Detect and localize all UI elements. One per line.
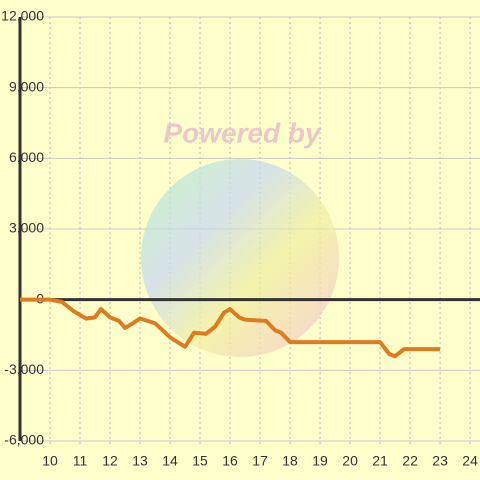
- x-tick-label: 17: [252, 453, 268, 469]
- x-tick-label: 12: [102, 453, 118, 469]
- y-tick-label: -3,000: [4, 361, 44, 377]
- y-tick-label: -6,000: [4, 432, 44, 448]
- watermark-text: Powered by: [163, 117, 322, 148]
- x-tick-label: 16: [222, 453, 238, 469]
- y-tick-label: 9,000: [9, 78, 44, 94]
- x-tick-label: 20: [342, 453, 358, 469]
- x-tick-label: 24: [462, 453, 478, 469]
- x-tick-label: 11: [73, 453, 88, 469]
- x-tick-label: 23: [432, 453, 448, 469]
- y-tick-label: 12,000: [1, 8, 44, 24]
- data-line: [20, 297, 441, 359]
- x-tick-label: 22: [402, 453, 418, 469]
- x-tick-label: 10: [42, 453, 58, 469]
- x-tick-label: 13: [132, 453, 148, 469]
- x-tick-label: 14: [162, 453, 178, 469]
- y-tick-label: 6,000: [9, 149, 44, 165]
- watermark-logo: [141, 159, 339, 357]
- x-tick-label: 19: [312, 453, 328, 469]
- x-tick-label: 18: [282, 453, 298, 469]
- x-tick-label: 15: [192, 453, 208, 469]
- y-tick-label: 3,000: [9, 220, 44, 236]
- x-tick-label: 21: [372, 453, 388, 469]
